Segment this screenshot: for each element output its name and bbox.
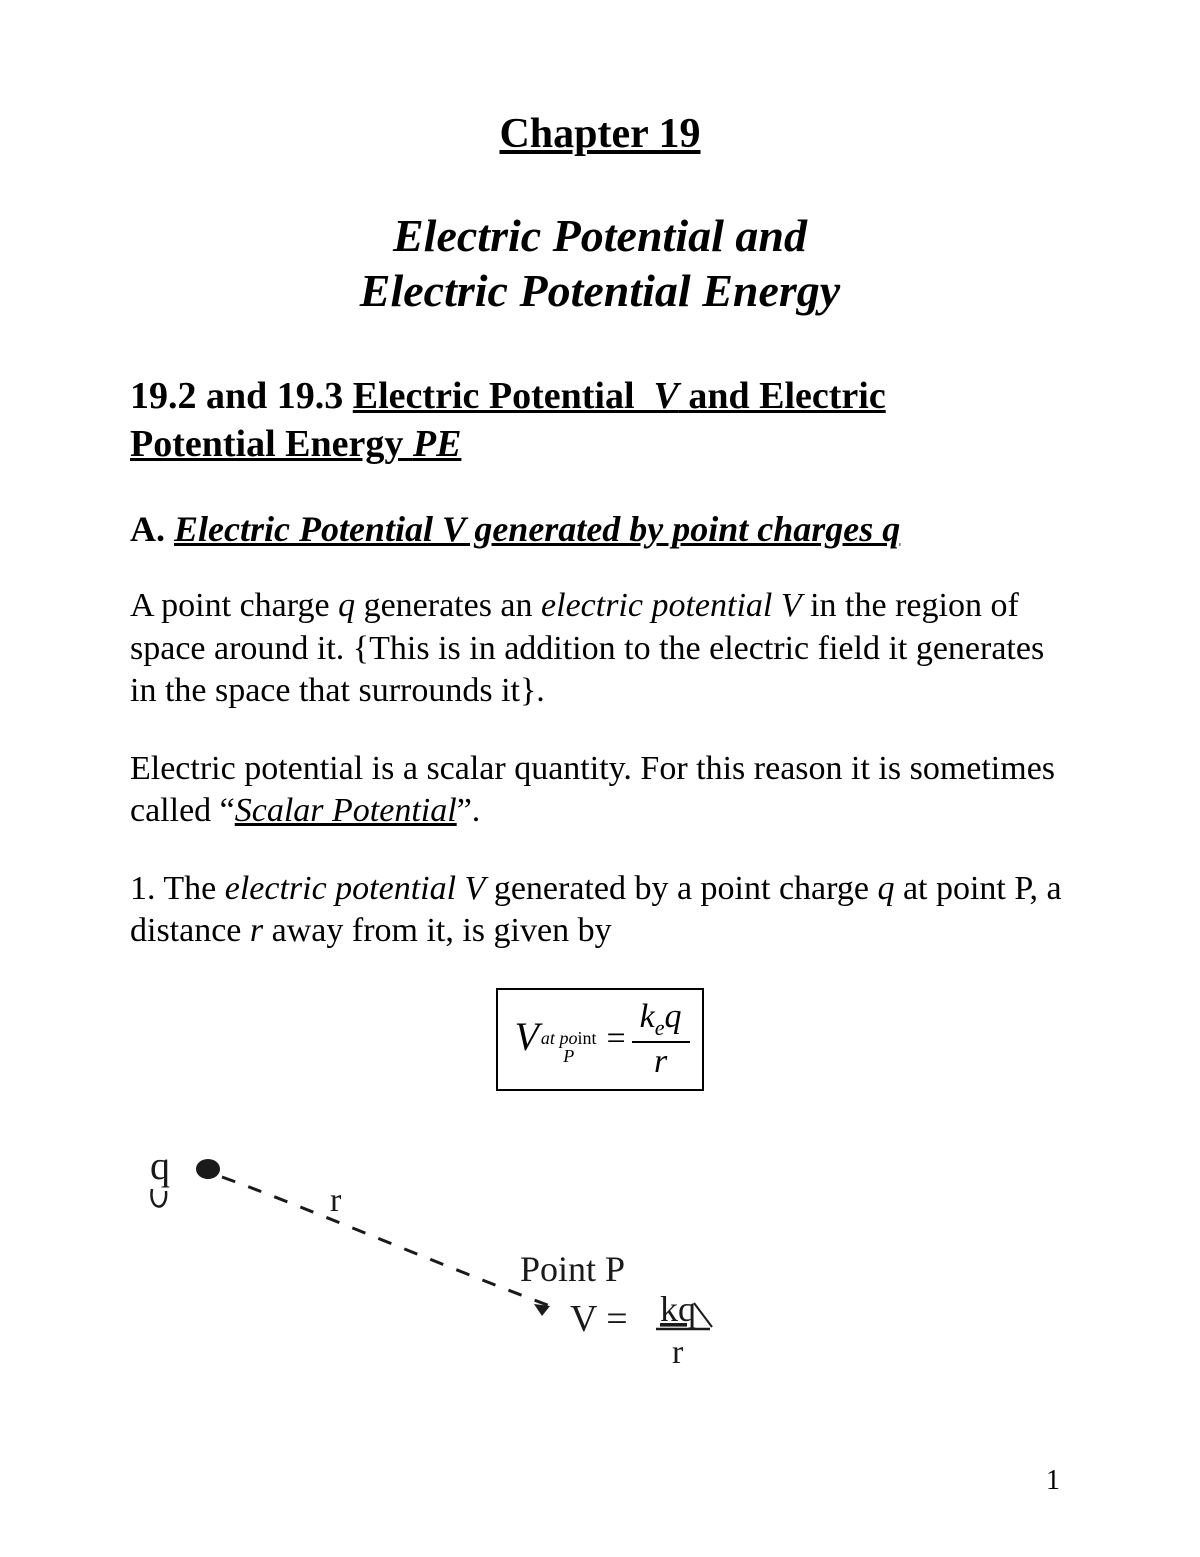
subsection-text: Electric Potential V generated by point … xyxy=(174,509,900,549)
chapter-title: Chapter 19 xyxy=(130,110,1070,158)
handwritten-diagram: q r Point P V = kq r xyxy=(130,1131,1070,1391)
hand-point-label: Point P xyxy=(520,1249,625,1289)
page-number: 1 xyxy=(1046,1465,1060,1497)
paragraph-1: A point charge q generates an electric p… xyxy=(130,585,1070,713)
section-heading: 19.2 and 19.3 Electric Potential V and E… xyxy=(130,373,1070,468)
section-prefix: 19.2 and 19.3 xyxy=(130,375,353,417)
hand-q-label: q xyxy=(150,1143,170,1188)
subsection-heading: A. Electric Potential V generated by poi… xyxy=(130,508,1070,550)
q-loop-icon xyxy=(151,1189,166,1207)
subsection-prefix: A. xyxy=(130,509,174,549)
paragraph-2: Electric potential is a scalar quantity.… xyxy=(130,748,1070,833)
document-page: Chapter 19 Electric Potential and Electr… xyxy=(0,0,1200,1557)
hand-v-eq: V = xyxy=(570,1298,628,1340)
diagram-svg: q r Point P V = kq r xyxy=(130,1131,830,1391)
distance-line-icon xyxy=(222,1177,550,1306)
main-title-line1: Electric Potential and xyxy=(393,210,807,261)
hand-r-label: r xyxy=(330,1182,342,1219)
formula-fraction: keq r xyxy=(636,998,686,1081)
cross-stroke-icon xyxy=(694,1303,712,1327)
hand-r2: r xyxy=(672,1334,684,1371)
section-u1: Electric Potential V and Electric xyxy=(353,375,886,417)
formula: V at point P = keq r xyxy=(496,988,703,1091)
formula-subscript: at point P xyxy=(541,1029,597,1065)
formula-lhs: V at point P xyxy=(514,1013,596,1065)
formula-box: V at point P = keq r xyxy=(496,988,703,1091)
section-line2: Potential Energy PE xyxy=(130,423,461,465)
charge-dot-icon xyxy=(196,1159,220,1179)
paragraph-3: 1. The electric potential V generated by… xyxy=(130,868,1070,953)
formula-denominator: r xyxy=(632,1041,690,1081)
formula-numerator: keq xyxy=(636,998,686,1041)
arrowhead-icon xyxy=(534,1304,550,1316)
hand-kq: kq xyxy=(660,1289,696,1329)
main-title-line2: Electric Potential Energy xyxy=(360,265,840,316)
main-title: Electric Potential and Electric Potentia… xyxy=(130,208,1070,318)
